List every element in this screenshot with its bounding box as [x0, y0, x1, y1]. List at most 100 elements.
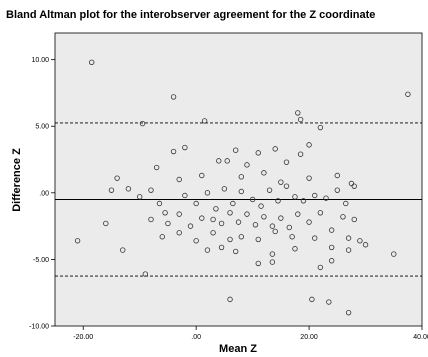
data-point — [309, 296, 315, 303]
x-tick-label: -20.00 — [73, 334, 93, 341]
data-point — [278, 215, 284, 221]
data-point — [278, 179, 284, 185]
data-point — [108, 187, 115, 193]
data-point — [216, 158, 222, 164]
y-tick-label: -10.00 — [29, 324, 49, 331]
x-tick-label: 20.00 — [300, 334, 318, 341]
data-point — [306, 175, 312, 181]
data-point — [114, 175, 120, 181]
data-point — [328, 258, 335, 264]
data-point — [345, 247, 352, 253]
data-point — [272, 146, 278, 152]
data-point — [199, 215, 205, 221]
data-point — [306, 142, 312, 148]
data-point — [340, 214, 346, 220]
data-point — [328, 227, 335, 233]
x-tick-label: 40.00 — [413, 334, 428, 341]
data-point — [286, 224, 293, 231]
data-point — [289, 234, 295, 240]
data-point — [317, 124, 324, 131]
data-point — [162, 210, 168, 216]
data-point — [142, 271, 149, 277]
data-point — [148, 216, 154, 223]
data-point — [120, 247, 126, 253]
data-point — [210, 230, 216, 236]
y-tick-label: .00 — [39, 190, 49, 197]
data-point — [221, 186, 228, 192]
data-point — [238, 174, 245, 180]
data-point — [345, 235, 352, 241]
data-point — [193, 200, 199, 207]
data-point — [227, 210, 233, 216]
data-point — [176, 211, 182, 217]
data-point — [252, 222, 259, 228]
data-point — [227, 296, 233, 303]
data-point — [297, 116, 304, 123]
data-point — [326, 299, 332, 305]
plot-area — [54, 32, 423, 327]
data-point — [230, 200, 236, 207]
data-point — [269, 223, 276, 229]
data-point — [165, 220, 171, 227]
data-point — [103, 220, 109, 227]
data-point — [176, 176, 182, 183]
y-tick-label: 10.00 — [31, 57, 49, 64]
data-point — [224, 158, 230, 164]
data-point — [182, 192, 188, 199]
data-point — [139, 120, 146, 127]
data-point — [317, 210, 324, 216]
data-point — [136, 194, 143, 200]
data-point — [345, 309, 352, 316]
data-point — [159, 234, 165, 240]
data-point — [244, 211, 250, 217]
data-point — [351, 183, 357, 189]
data-point — [300, 198, 307, 204]
data-point — [405, 91, 411, 97]
data-point — [255, 236, 261, 243]
data-point — [204, 190, 211, 196]
data-point — [232, 248, 239, 255]
data-point — [170, 94, 177, 100]
data-point — [235, 219, 242, 225]
data-point — [292, 194, 298, 200]
data-point — [323, 195, 329, 201]
data-point — [125, 186, 132, 192]
data-point — [170, 148, 177, 155]
data-point — [255, 260, 261, 267]
data-point — [334, 172, 341, 179]
data-point — [74, 238, 81, 244]
data-point — [258, 203, 264, 209]
data-point — [213, 206, 219, 212]
data-point — [312, 235, 318, 241]
data-point — [269, 251, 276, 257]
x-axis-label: Mean Z — [219, 343, 257, 355]
data-point — [275, 198, 281, 204]
data-points — [74, 59, 411, 316]
data-point — [199, 172, 205, 179]
x-axis-ticks: -20.00 .00 20.00 40.00 — [73, 326, 428, 341]
data-point — [204, 247, 211, 253]
data-point — [201, 118, 208, 124]
data-point — [295, 211, 301, 217]
data-point — [193, 238, 199, 244]
data-point — [232, 147, 239, 153]
data-point — [283, 159, 290, 165]
data-point — [391, 251, 397, 257]
data-point — [182, 144, 188, 151]
data-point — [362, 242, 369, 248]
data-point — [297, 151, 304, 157]
data-point — [218, 220, 225, 227]
data-point — [187, 223, 194, 229]
data-point — [218, 244, 225, 251]
reference-lines — [55, 122, 422, 277]
data-point — [153, 164, 160, 171]
data-point — [328, 244, 335, 251]
data-point — [357, 238, 363, 244]
data-point — [312, 192, 318, 199]
data-point — [238, 234, 245, 240]
data-point — [176, 230, 182, 236]
data-point — [255, 150, 261, 156]
y-axis-ticks: -10.00 -5.00 .00 5.00 10.00 — [29, 57, 55, 331]
y-axis-label: Difference Z — [11, 148, 23, 212]
